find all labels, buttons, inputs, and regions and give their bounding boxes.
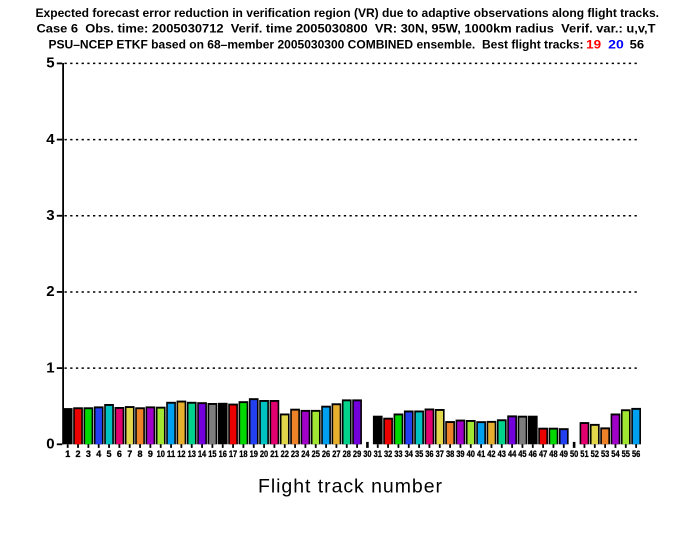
svg-text:17: 17 — [229, 449, 237, 459]
svg-text:21: 21 — [270, 449, 278, 459]
svg-text:14: 14 — [198, 449, 206, 459]
svg-text:38: 38 — [446, 449, 454, 459]
svg-text:1: 1 — [46, 359, 54, 376]
svg-text:15: 15 — [208, 449, 216, 459]
svg-text:55: 55 — [622, 449, 630, 459]
svg-text:3: 3 — [86, 449, 91, 459]
svg-text:27: 27 — [332, 449, 340, 459]
svg-text:56: 56 — [632, 449, 640, 459]
svg-text:13: 13 — [188, 449, 196, 459]
svg-text:6: 6 — [117, 449, 122, 459]
svg-text:Case 6 Obs. time: 2005030712: Case 6 Obs. time: 2005030712 Verif. time… — [37, 22, 657, 36]
svg-text:56: 56 — [630, 37, 645, 51]
svg-text:35: 35 — [415, 449, 423, 459]
svg-text:Expected forecast error reduct: Expected forecast error reduction in ver… — [36, 6, 660, 20]
svg-text:41: 41 — [477, 449, 485, 459]
svg-text:47: 47 — [539, 449, 547, 459]
svg-text:12: 12 — [177, 449, 185, 459]
svg-text:3: 3 — [46, 207, 54, 224]
svg-text:22: 22 — [281, 449, 289, 459]
svg-text:10: 10 — [157, 449, 165, 459]
svg-text:37: 37 — [436, 449, 444, 459]
svg-text:4: 4 — [46, 131, 55, 148]
svg-text:33: 33 — [394, 449, 402, 459]
svg-text:23: 23 — [291, 449, 299, 459]
svg-text:9: 9 — [148, 449, 153, 459]
svg-text:50: 50 — [570, 449, 578, 459]
svg-text:1: 1 — [65, 449, 70, 459]
svg-text:0: 0 — [46, 436, 54, 453]
svg-text:20: 20 — [260, 449, 268, 459]
svg-text:4: 4 — [96, 449, 101, 459]
svg-text:42: 42 — [487, 449, 495, 459]
svg-text:26: 26 — [322, 449, 330, 459]
svg-text:8: 8 — [138, 449, 143, 459]
svg-text:39: 39 — [456, 449, 464, 459]
svg-text:53: 53 — [601, 449, 609, 459]
svg-text:48: 48 — [549, 449, 557, 459]
svg-text:5: 5 — [46, 55, 54, 72]
svg-text:16: 16 — [219, 449, 227, 459]
svg-text:2: 2 — [76, 449, 81, 459]
svg-text:25: 25 — [312, 449, 320, 459]
svg-text:30: 30 — [363, 449, 371, 459]
svg-text:54: 54 — [611, 449, 619, 459]
svg-text:19: 19 — [250, 449, 258, 459]
svg-text:43: 43 — [498, 449, 506, 459]
svg-text:PSU–NCEP ETKF based on 68–memb: PSU–NCEP ETKF based on 68–member 2005030… — [49, 37, 584, 51]
svg-text:11: 11 — [167, 449, 175, 459]
svg-text:46: 46 — [529, 449, 537, 459]
svg-text:49: 49 — [560, 449, 568, 459]
svg-text:Flight track number: Flight track number — [258, 476, 443, 498]
svg-text:19: 19 — [586, 37, 601, 51]
svg-text:45: 45 — [518, 449, 526, 459]
svg-text:24: 24 — [301, 449, 309, 459]
svg-text:52: 52 — [591, 449, 599, 459]
svg-text:44: 44 — [508, 449, 516, 459]
svg-text:31: 31 — [374, 449, 382, 459]
svg-text:7: 7 — [127, 449, 132, 459]
svg-text:2: 2 — [46, 283, 54, 300]
svg-text:36: 36 — [425, 449, 433, 459]
svg-text:29: 29 — [353, 449, 361, 459]
svg-text:51: 51 — [580, 449, 588, 459]
svg-text:34: 34 — [405, 449, 413, 459]
svg-text:32: 32 — [384, 449, 392, 459]
svg-text:5: 5 — [107, 449, 112, 459]
svg-text:18: 18 — [239, 449, 247, 459]
svg-text:20: 20 — [608, 37, 624, 51]
svg-text:40: 40 — [467, 449, 475, 459]
svg-text:28: 28 — [343, 449, 351, 459]
